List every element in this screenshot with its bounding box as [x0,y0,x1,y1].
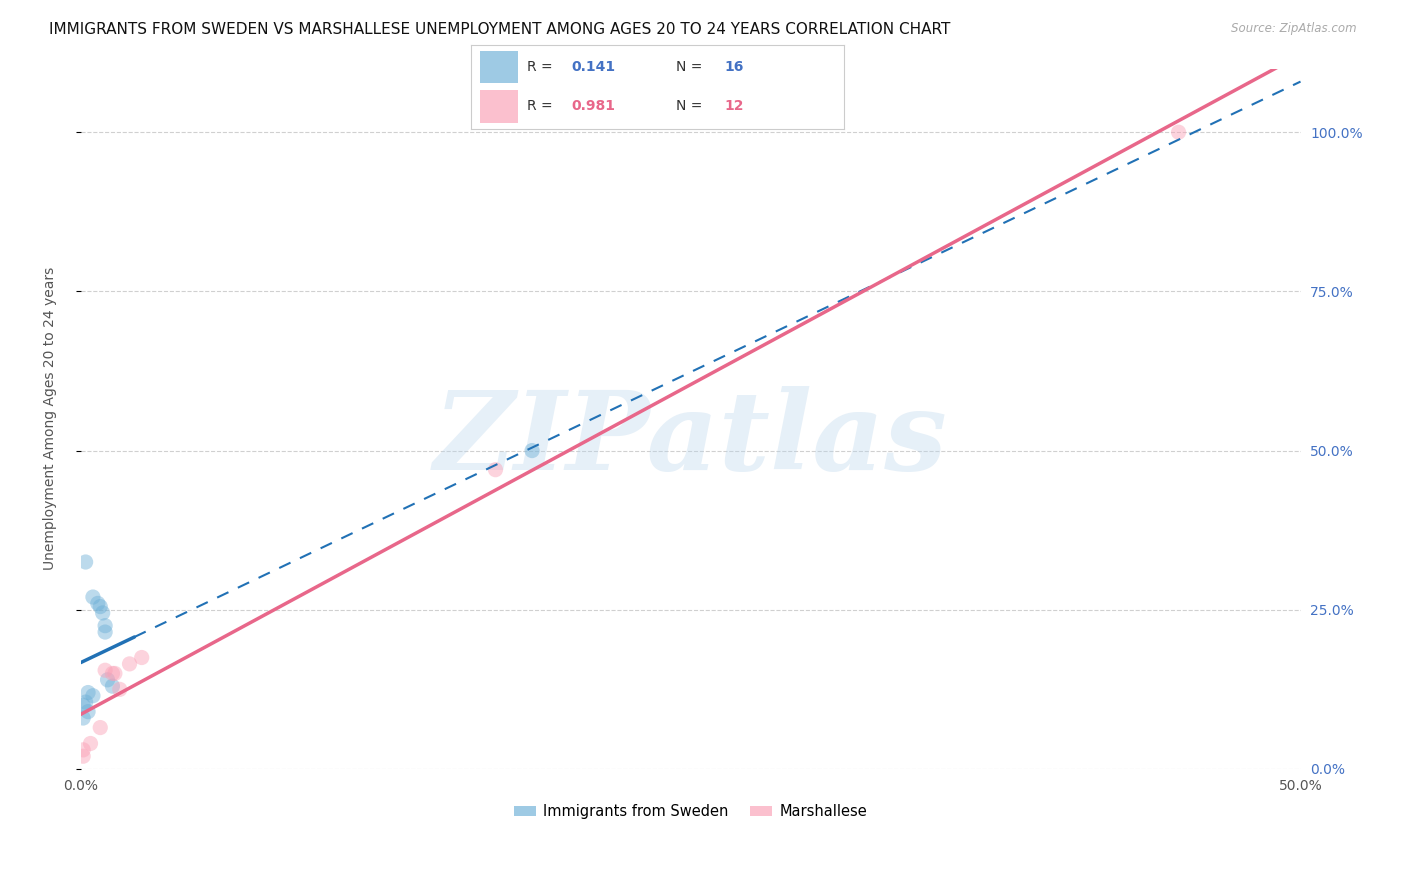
Point [87,596,110,610]
Point [118,657,141,671]
Text: Source: ZipAtlas.com: Source: ZipAtlas.com [1232,22,1357,36]
Point [94,663,117,677]
Bar [481,90,517,122]
Y-axis label: Unemployment Among Ages 20 to 24 years: Unemployment Among Ages 20 to 24 years [44,267,58,570]
Point [72,749,94,764]
Point [89,599,111,614]
Text: 0.981: 0.981 [572,100,616,113]
Point [520,443,543,458]
Point [82,689,104,703]
Bar [481,51,517,83]
Point [77,685,100,699]
Point [101,679,124,693]
Point [72,698,94,713]
Point [131,650,153,665]
Point [89,721,111,735]
Text: N =: N = [676,100,707,113]
Point [1167,125,1189,139]
Text: 0.141: 0.141 [572,60,616,74]
Legend: Immigrants from Sweden, Marshallese: Immigrants from Sweden, Marshallese [508,798,873,825]
Point [72,743,94,757]
Text: R =: R = [527,100,557,113]
Point [91,606,114,620]
Point [72,711,94,725]
Point [108,682,131,697]
Text: ZIPatlas: ZIPatlas [433,386,948,493]
Point [97,673,120,687]
Point [101,666,124,681]
Point [82,590,104,604]
Point [77,705,100,719]
Point [75,555,97,569]
Point [94,618,117,632]
Point [104,666,127,681]
Text: 16: 16 [724,60,744,74]
Text: 12: 12 [724,100,744,113]
Text: N =: N = [676,60,707,74]
Text: IMMIGRANTS FROM SWEDEN VS MARSHALLESE UNEMPLOYMENT AMONG AGES 20 TO 24 YEARS COR: IMMIGRANTS FROM SWEDEN VS MARSHALLESE UN… [49,22,950,37]
Point [75,695,97,709]
Point [79,737,101,751]
Text: R =: R = [527,60,557,74]
Point [484,463,506,477]
Point [94,625,117,640]
